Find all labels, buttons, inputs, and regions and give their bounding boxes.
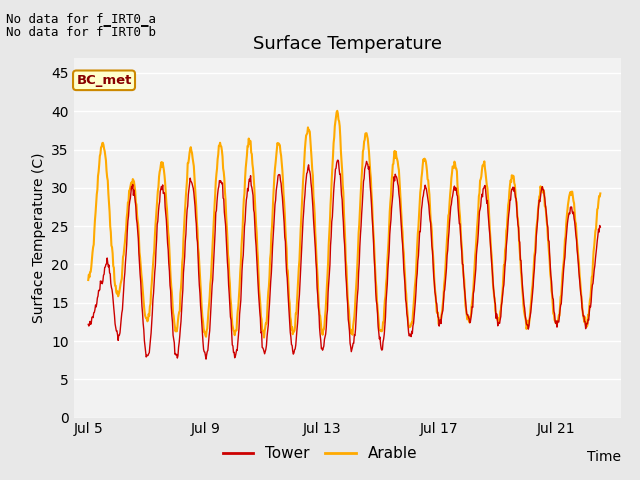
Title: Surface Temperature: Surface Temperature [253,35,442,53]
Tower [334,157,342,163]
Arable [374,305,381,311]
Tower [304,165,312,170]
Tower [215,183,223,189]
Text: No data for f_IRT0_a: No data for f_IRT0_a [6,12,156,25]
Text: BC_met: BC_met [76,74,132,87]
Arable [341,237,349,242]
Tower [341,254,349,260]
Y-axis label: Surface Temperature (C): Surface Temperature (C) [31,152,45,323]
Arable [371,265,379,271]
Arable [304,124,312,130]
Legend: Tower, Arable: Tower, Arable [216,440,424,468]
Line: Arable: Arable [88,111,600,337]
Tower [84,322,92,327]
Arable [333,108,341,114]
Arable [214,152,222,157]
Arable [596,191,604,196]
Tower [371,272,379,278]
Text: Time: Time [587,450,621,464]
Tower [202,356,210,362]
Tower [431,279,438,285]
Arable [431,277,438,283]
Line: Tower: Tower [88,160,600,359]
Arable [260,335,268,340]
Tower [596,224,604,230]
Arable [84,277,92,283]
Tower [374,311,381,317]
Text: No data for f̅IRT0̅b: No data for f̅IRT0̅b [6,26,156,39]
